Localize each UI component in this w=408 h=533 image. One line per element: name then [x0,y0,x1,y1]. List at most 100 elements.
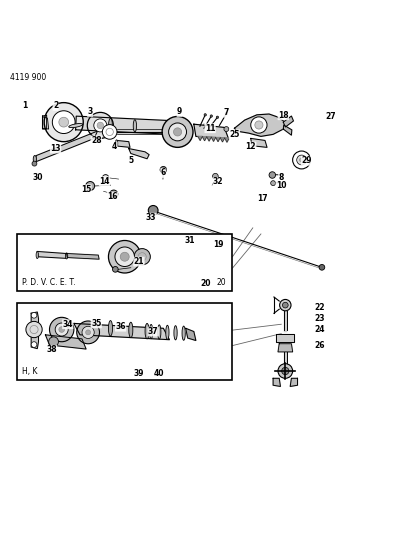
Text: 11: 11 [205,124,215,133]
Text: 35: 35 [91,319,102,328]
Text: 3: 3 [88,108,93,117]
Circle shape [120,252,129,261]
Circle shape [87,112,113,139]
Polygon shape [67,254,99,259]
Circle shape [278,364,293,378]
Ellipse shape [133,120,137,132]
Circle shape [282,367,289,375]
Circle shape [102,175,109,181]
Text: H, K: H, K [22,367,38,376]
Ellipse shape [182,326,185,340]
Polygon shape [194,124,228,139]
Text: 36: 36 [115,322,126,331]
Polygon shape [251,139,267,147]
Circle shape [297,155,306,165]
Circle shape [210,115,213,117]
Text: 27: 27 [326,111,336,120]
Circle shape [109,240,141,273]
Text: 37: 37 [148,327,158,336]
Text: 20: 20 [201,279,211,288]
Circle shape [160,166,166,173]
Text: 15: 15 [81,185,91,193]
Ellipse shape [109,118,112,131]
Text: 29: 29 [301,156,312,165]
Text: 34: 34 [62,320,73,329]
Text: 16: 16 [107,192,118,201]
Text: 1: 1 [22,101,28,110]
Polygon shape [42,115,47,129]
Polygon shape [283,125,292,135]
Circle shape [26,321,42,338]
Circle shape [319,264,325,270]
Circle shape [213,173,218,179]
Circle shape [115,247,135,266]
Polygon shape [273,378,280,386]
Circle shape [102,125,117,139]
Circle shape [49,337,58,346]
Text: 19: 19 [213,240,224,249]
Polygon shape [75,116,188,135]
Text: 21: 21 [134,257,144,266]
Polygon shape [202,136,207,141]
Polygon shape [211,137,216,141]
Text: 30: 30 [32,173,42,182]
Polygon shape [74,324,169,340]
Text: 4: 4 [112,142,117,151]
Circle shape [49,317,74,342]
Text: 4119 900: 4119 900 [10,74,46,83]
Circle shape [279,300,291,311]
Text: 12: 12 [246,142,256,151]
Text: 25: 25 [229,130,239,139]
Circle shape [110,190,118,198]
Text: 38: 38 [46,345,57,354]
Text: 9: 9 [177,108,182,117]
Circle shape [282,302,288,308]
Text: 2: 2 [53,101,58,110]
Ellipse shape [109,320,113,336]
Ellipse shape [33,156,36,163]
Text: 8: 8 [279,173,284,182]
Polygon shape [290,378,297,386]
Polygon shape [31,312,38,349]
Circle shape [32,161,37,166]
Circle shape [251,117,267,133]
Circle shape [94,119,107,132]
Circle shape [293,151,310,169]
Circle shape [86,182,95,190]
Text: 40: 40 [154,368,164,377]
Text: 26: 26 [315,341,325,350]
Ellipse shape [69,124,83,127]
Ellipse shape [157,325,161,339]
Circle shape [162,117,193,147]
Polygon shape [278,344,293,352]
Text: 22: 22 [315,303,325,312]
Circle shape [97,122,104,128]
Bar [17,303,233,381]
Text: 7: 7 [224,108,229,117]
Text: 10: 10 [276,181,286,190]
Text: 14: 14 [99,176,110,185]
Ellipse shape [115,140,118,147]
Text: 33: 33 [146,213,156,222]
Bar [17,234,233,291]
Ellipse shape [166,325,169,340]
Circle shape [82,326,94,338]
Polygon shape [276,334,294,342]
Circle shape [55,323,68,336]
Polygon shape [216,138,220,142]
Polygon shape [37,252,67,259]
Polygon shape [129,149,149,159]
Ellipse shape [36,252,38,259]
Polygon shape [225,138,229,142]
Text: 39: 39 [134,368,144,377]
Circle shape [224,127,229,132]
Text: 13: 13 [50,144,61,153]
Text: 23: 23 [315,313,325,322]
Ellipse shape [129,322,133,338]
Text: 28: 28 [91,136,102,145]
Polygon shape [283,116,293,127]
Text: 32: 32 [213,177,224,187]
Circle shape [31,342,37,348]
Circle shape [269,172,275,178]
Circle shape [59,327,64,333]
